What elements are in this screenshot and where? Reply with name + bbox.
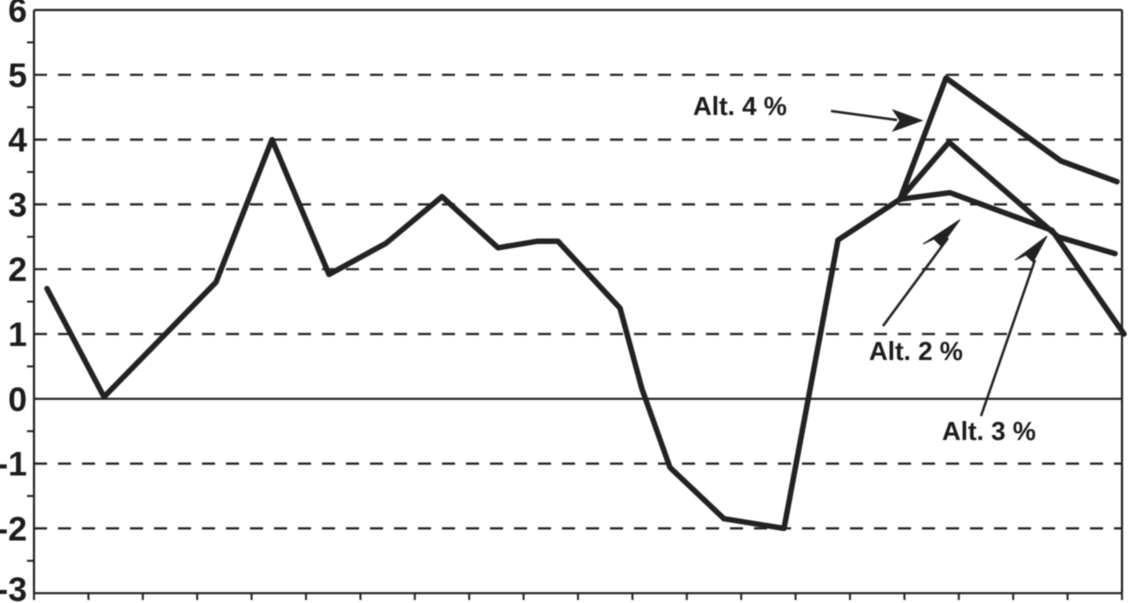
svg-text:-2: -2 xyxy=(0,510,27,548)
svg-text:6: 6 xyxy=(8,0,27,30)
svg-text:Alt. 2 %: Alt. 2 % xyxy=(869,336,963,366)
svg-text:-3: -3 xyxy=(0,571,27,603)
svg-text:-1: -1 xyxy=(0,446,27,484)
svg-text:Alt. 4 %: Alt. 4 % xyxy=(693,91,787,121)
svg-text:1: 1 xyxy=(8,316,27,354)
svg-text:Alt. 3 %: Alt. 3 % xyxy=(942,416,1036,446)
svg-text:5: 5 xyxy=(8,57,27,95)
svg-text:2: 2 xyxy=(8,251,27,289)
svg-text:3: 3 xyxy=(8,186,27,224)
svg-text:0: 0 xyxy=(8,381,27,419)
svg-text:4: 4 xyxy=(8,122,27,160)
